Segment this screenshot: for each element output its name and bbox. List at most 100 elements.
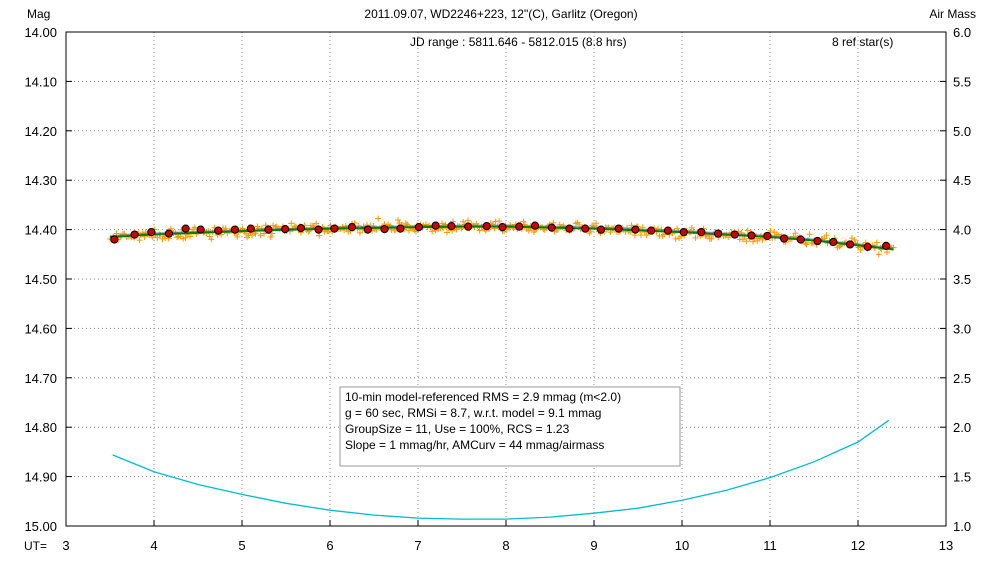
measurement-point bbox=[759, 236, 766, 243]
measurement-point bbox=[743, 238, 750, 245]
group-average-point bbox=[697, 227, 706, 237]
measurement-point bbox=[873, 239, 880, 246]
x-tick-label: 9 bbox=[590, 538, 597, 553]
measurement-point bbox=[883, 249, 890, 256]
y-tick-label-right: 5.5 bbox=[953, 74, 971, 89]
group-average-point bbox=[396, 224, 405, 233]
y-tick-label-right: 3.0 bbox=[953, 321, 971, 336]
group-average-point bbox=[447, 222, 456, 231]
group-average-points bbox=[110, 221, 891, 251]
stats-box-frame bbox=[339, 386, 681, 467]
y-tick-label-left: 14.40 bbox=[24, 223, 57, 238]
ref-stars-text: 8 ref star(s) bbox=[832, 35, 893, 49]
group-average-point bbox=[196, 225, 205, 234]
group-average-point bbox=[747, 231, 756, 240]
y-tick-label-right: 4.5 bbox=[953, 173, 971, 188]
group-average-point bbox=[647, 226, 656, 235]
measurement-point bbox=[767, 227, 774, 234]
group-average-point bbox=[464, 222, 473, 231]
measurement-point bbox=[375, 215, 382, 222]
group-average-point bbox=[547, 223, 556, 232]
measurement-point bbox=[792, 230, 799, 237]
group-average-point bbox=[763, 231, 772, 241]
measurement-point bbox=[234, 233, 241, 240]
y-tick-label-right: 2.5 bbox=[953, 371, 971, 386]
group-average-point bbox=[330, 224, 339, 233]
y-tick-label-left: 14.90 bbox=[24, 470, 57, 485]
measurement-point bbox=[692, 234, 699, 241]
group-average-point bbox=[431, 221, 440, 230]
measurement-point bbox=[802, 240, 809, 247]
measurement-point bbox=[269, 230, 276, 237]
x-tick-label: 6 bbox=[326, 538, 333, 553]
group-average-point bbox=[530, 221, 540, 230]
measurement-point bbox=[638, 231, 645, 238]
measurement-point bbox=[525, 227, 532, 234]
y-tick-label-left: 14.20 bbox=[24, 124, 57, 139]
measurement-point bbox=[739, 236, 746, 243]
group-average-point bbox=[363, 225, 372, 234]
measurement-point bbox=[672, 235, 679, 242]
y-ticks-left: 14.00 14.10 14.20 14.30 14.40 14.50 14.60 14.70… bbox=[24, 25, 72, 534]
group-average-point bbox=[264, 225, 273, 234]
measurement-point bbox=[395, 217, 402, 223]
y-tick-label-right: 2.0 bbox=[953, 420, 971, 435]
group-average-point bbox=[863, 242, 872, 251]
stats-line-2: g = 60 sec, RMSi = 8.7, w.r.t. model = 9… bbox=[345, 406, 601, 420]
group-average-point bbox=[482, 222, 491, 231]
group-average-point bbox=[829, 237, 838, 247]
x-tick-label: 7 bbox=[414, 538, 421, 553]
measurement-point bbox=[257, 232, 264, 239]
x-ticks: 3 4 5 6 7 8 9 10 11 12 13 bbox=[62, 520, 953, 553]
measurement-point bbox=[750, 238, 757, 245]
group-average-point bbox=[631, 225, 640, 234]
y-ticks-right: 6.0 5.5 5.0 4.5 4.0 3.5 3.0 2.5 2.0 1.5 1.0 bbox=[940, 25, 971, 534]
group-average-point bbox=[679, 227, 688, 237]
x-tick-label: 10 bbox=[675, 538, 689, 553]
airmass-curve bbox=[112, 419, 890, 520]
y-tick-label-left: 14.60 bbox=[24, 321, 57, 336]
measurement-point bbox=[476, 227, 483, 234]
measurement-point bbox=[520, 218, 527, 225]
y-tick-label-right: 4.0 bbox=[953, 223, 971, 238]
x-tick-label: 8 bbox=[502, 538, 509, 553]
group-average-point bbox=[565, 224, 574, 233]
measurement-point bbox=[851, 236, 858, 243]
measurement-point bbox=[593, 220, 600, 227]
y-tick-label-right: 6.0 bbox=[953, 25, 971, 40]
group-average-point bbox=[130, 230, 139, 239]
group-average-point bbox=[713, 229, 723, 238]
measurement-point bbox=[643, 232, 650, 239]
measurement-point bbox=[875, 251, 882, 258]
measurement-point bbox=[708, 235, 715, 242]
group-average-point bbox=[246, 224, 255, 233]
group-average-point bbox=[214, 226, 223, 235]
group-average-point bbox=[581, 224, 590, 233]
measurement-point bbox=[154, 234, 161, 241]
y-axis-label-left: Mag bbox=[27, 7, 50, 21]
x-tick-label: 4 bbox=[150, 538, 157, 553]
measurement-point bbox=[688, 224, 695, 231]
group-average-point bbox=[230, 225, 240, 234]
x-axis-label: UT= bbox=[24, 539, 47, 553]
y-tick-label-left: 14.30 bbox=[24, 173, 57, 188]
group-average-point bbox=[882, 241, 891, 251]
group-average-point bbox=[181, 224, 190, 233]
measurement-point bbox=[744, 227, 751, 234]
x-tick-label: 3 bbox=[62, 538, 69, 553]
stats-box: 10-min model-referenced RMS = 2.9 mmag (… bbox=[339, 386, 681, 467]
group-average-point bbox=[796, 235, 805, 244]
measurement-point bbox=[806, 231, 813, 238]
x-tick-label: 12 bbox=[851, 538, 865, 553]
y-tick-label-left: 14.10 bbox=[24, 74, 57, 89]
y-tick-label-left: 15.00 bbox=[24, 519, 57, 534]
group-average-point bbox=[614, 224, 623, 233]
group-average-point bbox=[813, 236, 822, 246]
measurement-point bbox=[261, 230, 268, 237]
y-tick-label-right: 3.5 bbox=[953, 272, 971, 287]
measurement-point bbox=[443, 229, 450, 236]
stats-line-1: 10-min model-referenced RMS = 2.9 mmag (… bbox=[345, 390, 621, 404]
y-tick-label-right: 1.5 bbox=[953, 470, 971, 485]
airmass-line bbox=[112, 419, 890, 520]
measurement-point bbox=[496, 218, 503, 225]
